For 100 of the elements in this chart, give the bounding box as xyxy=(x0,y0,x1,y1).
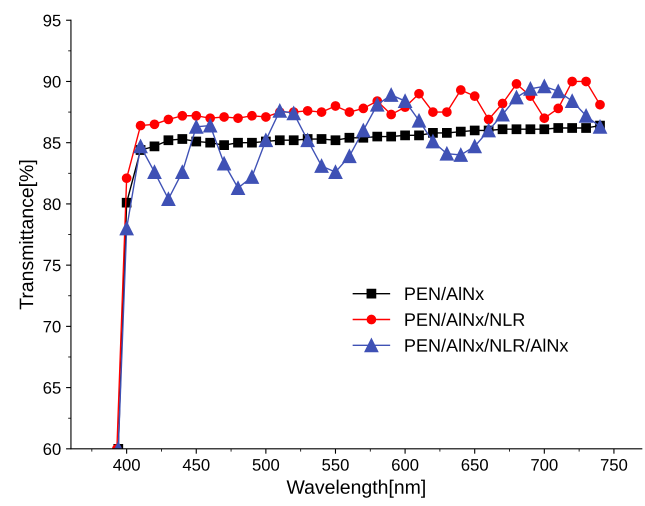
point xyxy=(440,146,454,161)
point xyxy=(122,173,132,184)
x-tick-label: 550 xyxy=(322,458,349,471)
y-tick-label: 95 xyxy=(43,14,61,26)
point xyxy=(356,124,370,138)
y-tick-label: 70 xyxy=(44,320,61,333)
point xyxy=(539,113,550,124)
point xyxy=(330,101,340,111)
point xyxy=(551,84,566,98)
point xyxy=(134,139,148,154)
point xyxy=(205,138,216,148)
point xyxy=(258,133,273,148)
point xyxy=(231,181,245,195)
point xyxy=(150,119,160,130)
point xyxy=(539,124,550,134)
point xyxy=(233,113,243,124)
point xyxy=(498,124,508,134)
point xyxy=(454,148,468,162)
point xyxy=(496,108,510,122)
point xyxy=(468,139,482,154)
point xyxy=(203,118,218,132)
x-tick-label: 750 xyxy=(600,458,628,471)
y-tick-label: 80 xyxy=(43,198,61,210)
point xyxy=(177,110,188,121)
point xyxy=(482,124,496,138)
point xyxy=(414,88,424,99)
point xyxy=(553,123,564,133)
x-axis-title: Wavelength[nm] xyxy=(286,480,425,498)
y-tick-label: 90 xyxy=(43,76,61,88)
point xyxy=(247,138,257,148)
point xyxy=(579,108,594,123)
point xyxy=(567,123,578,133)
point xyxy=(498,98,508,108)
point xyxy=(470,126,480,136)
point xyxy=(245,170,259,184)
point xyxy=(358,104,368,114)
point xyxy=(567,76,578,86)
point xyxy=(426,134,440,148)
point xyxy=(300,133,315,148)
point xyxy=(581,123,591,133)
y-tick-label: 65 xyxy=(44,382,61,394)
point xyxy=(456,126,466,137)
point xyxy=(274,135,285,146)
point xyxy=(581,76,591,86)
point xyxy=(593,120,607,134)
point xyxy=(189,120,204,134)
point xyxy=(456,85,466,95)
point xyxy=(512,79,522,89)
legend-label: PEN/AlNx/NLR/AlNx xyxy=(405,338,568,352)
x-tick-label: 700 xyxy=(531,458,558,471)
point xyxy=(164,114,174,124)
point xyxy=(136,120,146,130)
point xyxy=(384,88,398,102)
point xyxy=(414,130,424,140)
point xyxy=(553,104,564,114)
point xyxy=(161,192,176,206)
point xyxy=(175,165,190,180)
point xyxy=(120,221,134,236)
point xyxy=(595,100,605,110)
point xyxy=(386,132,396,142)
point xyxy=(219,112,229,122)
point xyxy=(191,136,202,146)
point xyxy=(344,132,354,143)
point xyxy=(442,128,452,138)
point xyxy=(484,114,494,124)
y-axis-title: Transmittance[%] xyxy=(19,160,38,310)
point xyxy=(398,94,412,108)
point xyxy=(537,79,552,94)
point xyxy=(177,134,188,144)
point xyxy=(470,91,480,102)
point xyxy=(412,114,426,128)
point xyxy=(565,94,580,108)
x-tick-label: 400 xyxy=(113,458,140,471)
point xyxy=(330,135,340,146)
point xyxy=(372,132,382,142)
point xyxy=(191,110,202,121)
point xyxy=(150,142,160,152)
point xyxy=(286,106,301,120)
point xyxy=(328,165,342,180)
point xyxy=(344,107,354,117)
x-tick-label: 450 xyxy=(182,458,210,471)
point xyxy=(233,138,243,148)
point xyxy=(272,104,287,118)
point xyxy=(442,107,452,117)
point xyxy=(217,156,232,170)
point xyxy=(261,112,271,122)
point xyxy=(342,149,356,164)
point xyxy=(400,130,410,140)
x-tick-label: 500 xyxy=(252,458,280,471)
point xyxy=(314,159,328,173)
point xyxy=(148,165,162,180)
point xyxy=(164,135,174,146)
y-tick-label: 75 xyxy=(44,260,61,272)
point xyxy=(219,140,229,150)
y-tick-label: 60 xyxy=(44,443,61,456)
legend-label: PEN/AlNx/NLR xyxy=(405,312,524,326)
point xyxy=(512,124,522,134)
point xyxy=(302,106,312,116)
point xyxy=(386,110,396,120)
point xyxy=(370,98,384,112)
